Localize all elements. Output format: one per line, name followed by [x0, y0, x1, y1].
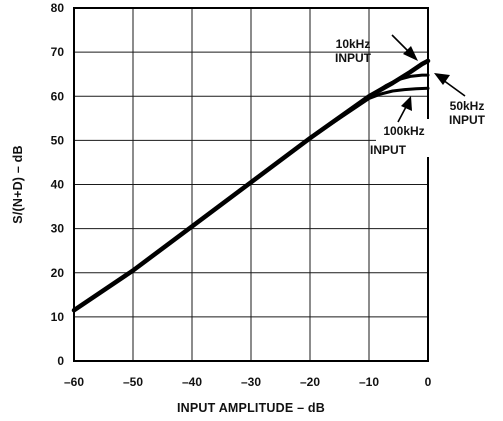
y-tick-label: 70 — [51, 45, 65, 59]
y-tick-label: 50 — [51, 133, 65, 147]
annotation-10khz-line-2: INPUT — [335, 51, 372, 65]
plot-frame — [73, 7, 429, 362]
annotation-10khz-line-1: 10kHz — [336, 37, 371, 51]
x-tick-label: –50 — [123, 375, 143, 389]
series-layer — [71, 58, 431, 313]
annotation-100khz: 100kHz INPUT — [370, 96, 430, 157]
annotation-100khz-line-1: 100kHz — [383, 124, 424, 138]
annotation-50khz: 50kHz INPUT — [434, 73, 486, 127]
annotation-50khz-arrowhead — [434, 73, 450, 85]
y-tick-label: 10 — [51, 310, 65, 324]
x-tick-label: –20 — [300, 375, 320, 389]
series-line-100khz-input — [72, 86, 430, 312]
y-tick-label: 60 — [51, 89, 65, 103]
annotation-50khz-line-1: 50kHz — [450, 99, 485, 113]
x-tick-label: –60 — [64, 375, 84, 389]
y-tick-label: 20 — [51, 266, 65, 280]
x-tick-label: –40 — [182, 375, 202, 389]
y-axis-label: S/(N+D) – dB — [11, 145, 25, 223]
x-axis-label: INPUT AMPLITUDE – dB — [177, 401, 325, 415]
x-tick-label: –10 — [359, 375, 379, 389]
y-tick-label: 30 — [51, 222, 65, 236]
y-tick-label: 40 — [51, 178, 65, 192]
annotation-100khz-arrowhead — [401, 96, 412, 111]
annotation-50khz-line-2: INPUT — [449, 113, 486, 127]
y-tick-label: 0 — [57, 354, 64, 368]
annotation-100khz-background — [376, 119, 430, 157]
annotation-50khz-arrow — [442, 79, 466, 97]
annotation-10khz-arrowhead — [403, 46, 418, 61]
annotation-100khz-line-2: INPUT — [370, 143, 407, 157]
tick-labels: –60 –50 –40 –30 –20 –10 0 0 10 20 30 40 50 60 70 80 — [51, 1, 432, 389]
annotation-10khz: 10kHz INPUT — [335, 34, 418, 65]
y-tick-label: 80 — [51, 1, 65, 15]
x-tick-label: –30 — [241, 375, 261, 389]
x-tick-label: 0 — [425, 375, 432, 389]
